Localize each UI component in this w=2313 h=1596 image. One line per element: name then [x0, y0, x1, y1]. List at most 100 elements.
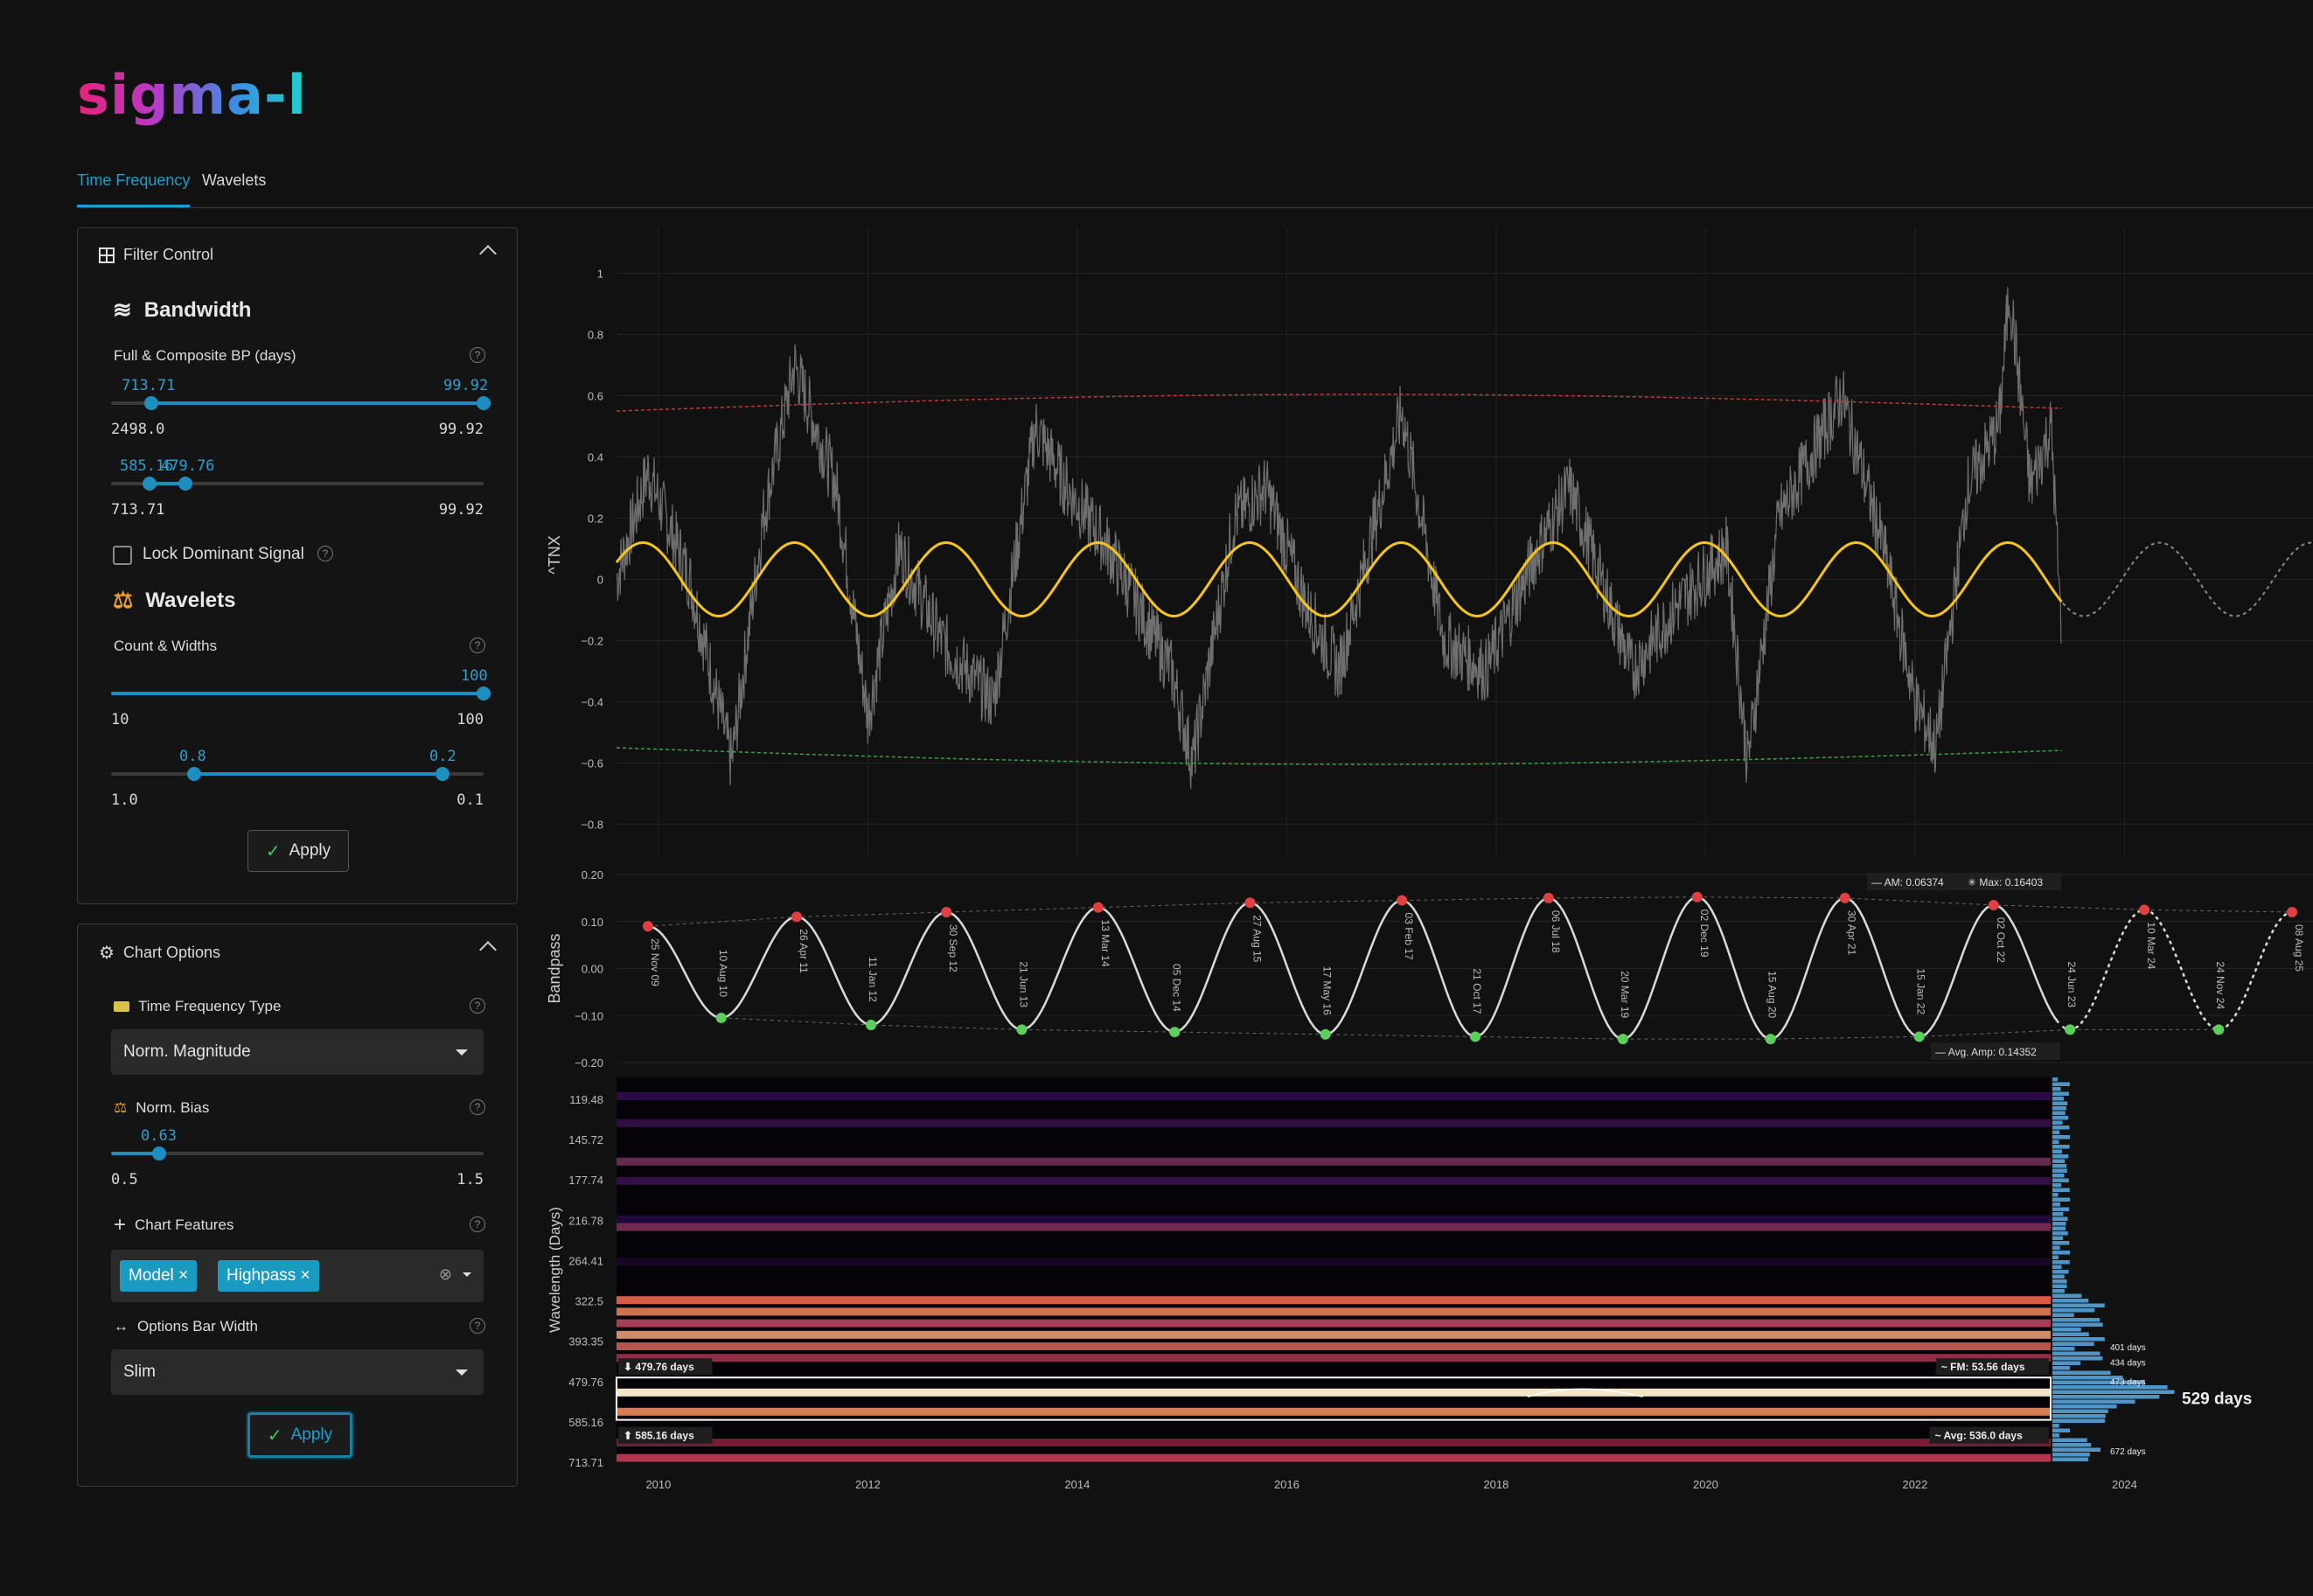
- wavelength-heatmap[interactable]: 119.48 145.72 177.74 216.78 264.41 322.5 393.3…: [547, 1077, 2252, 1491]
- peak-date-label: 13 Mar 14: [1099, 920, 1111, 967]
- tab-time-frequency[interactable]: Time Frequency: [77, 171, 191, 207]
- avg-label: ~ Avg: 536.0 days: [1935, 1430, 2023, 1442]
- x-tick-label: 2024: [2112, 1478, 2137, 1491]
- trough-date-label: 11 Jan 12: [867, 957, 879, 1002]
- peak-date-label: 30 Apr 21: [1846, 910, 1858, 956]
- composite-low-value: 585.16: [120, 457, 174, 475]
- tf-type-select[interactable]: Norm. Magnitude: [111, 1029, 484, 1075]
- chevron-down-icon: [456, 1369, 468, 1376]
- full-low-handle[interactable]: [143, 396, 158, 410]
- features-multiselect[interactable]: Model × Highpass × ⊗: [111, 1250, 484, 1302]
- composite-bp-slider[interactable]: [111, 477, 484, 491]
- trough-date-label: 17 May 16: [1321, 966, 1334, 1015]
- spectrum-bar: [2052, 1178, 2069, 1182]
- y-axis-label: Bandpass: [546, 933, 563, 1003]
- spectrum-bar: [2052, 1299, 2089, 1303]
- tab-wavelets[interactable]: Wavelets: [202, 171, 267, 189]
- chart-options-header[interactable]: ⚙ Chart Options: [99, 942, 220, 964]
- count-slider[interactable]: [111, 686, 491, 700]
- peak-date-label: 02 Dec 19: [1698, 910, 1710, 958]
- heatmap-band: [617, 1176, 2051, 1185]
- heatmap-band: [617, 1092, 2051, 1100]
- width-slider[interactable]: [111, 767, 484, 781]
- help-icon[interactable]: ?: [470, 1099, 485, 1115]
- heatmap-band: [617, 1388, 2051, 1397]
- y-tick-label: 0.10: [582, 916, 603, 929]
- bias-max-label: 1.5: [456, 1171, 484, 1188]
- spectrum-bar: [2052, 1376, 2123, 1380]
- peak-date-label: 30 Sep 12: [947, 924, 959, 972]
- y-tick-label: 177.74: [568, 1174, 603, 1187]
- bias-handle[interactable]: [152, 1146, 167, 1160]
- bias-slider[interactable]: [111, 1146, 484, 1160]
- full-bp-slider[interactable]: [111, 396, 491, 410]
- spectrum-bar: [2052, 1149, 2063, 1153]
- chevron-down-icon: [463, 1272, 471, 1277]
- lock-checkbox[interactable]: [113, 546, 132, 565]
- y-tick-label: 585.16: [568, 1416, 603, 1429]
- feature-chip-model[interactable]: Model ×: [120, 1260, 198, 1292]
- bar-width-select[interactable]: Slim: [111, 1349, 484, 1395]
- trough-marker: [1617, 1034, 1628, 1045]
- heatmap-band: [617, 1258, 2051, 1266]
- y-axis-label: ^TNX: [546, 535, 563, 574]
- help-icon[interactable]: ?: [470, 1318, 485, 1334]
- bar-width-value: Slim: [123, 1363, 156, 1381]
- full-high-handle[interactable]: [477, 396, 491, 410]
- spectrum-bar: [2052, 1255, 2059, 1259]
- close-icon[interactable]: ×: [178, 1266, 189, 1285]
- spectrum-bar: [2052, 1168, 2067, 1173]
- spectrum-label: 434 days: [2110, 1359, 2146, 1369]
- spectrum-bar: [2052, 1091, 2069, 1096]
- heatmap-band: [617, 1215, 2051, 1223]
- x-tick-label: 2022: [1902, 1478, 1927, 1491]
- spectrum-bar: [2052, 1409, 2108, 1413]
- trough-marker: [715, 1012, 727, 1023]
- help-icon[interactable]: ?: [317, 546, 333, 561]
- spectrum-bar: [2052, 1404, 2117, 1409]
- apply-options-button[interactable]: ✓ Apply: [247, 1412, 352, 1458]
- close-icon[interactable]: ×: [300, 1266, 310, 1285]
- spectrum-bar: [2052, 1399, 2135, 1404]
- feature-chip-highpass[interactable]: Highpass ×: [218, 1260, 319, 1292]
- composite-low-handle[interactable]: [142, 477, 157, 491]
- spectrum-bar: [2052, 1289, 2065, 1293]
- bandpass-chart[interactable]: 0.20 0.10 0.00 −0.10 −0.20 Bandpass 25 Nov 09 2…: [546, 868, 2313, 1070]
- apply-filter-button[interactable]: ✓ Apply: [247, 830, 349, 872]
- trough-marker: [2065, 1024, 2076, 1035]
- spectrum-bar: [2052, 1245, 2060, 1250]
- spectrum-bar: [2052, 1154, 2069, 1159]
- bandpass-line: [647, 896, 2060, 1041]
- collapse-chevron-icon[interactable]: [479, 941, 497, 958]
- collapse-chevron-icon[interactable]: [479, 245, 497, 262]
- trough-marker: [866, 1020, 876, 1030]
- help-icon[interactable]: ?: [470, 1216, 485, 1232]
- apply-label: Apply: [289, 841, 331, 860]
- help-icon[interactable]: ?: [470, 638, 485, 653]
- help-icon[interactable]: ?: [470, 998, 485, 1014]
- bandwidth-section-title: ≋ Bandwidth: [113, 296, 251, 324]
- peak-marker: [1691, 891, 1703, 903]
- spectrum-bar: [2052, 1241, 2070, 1245]
- tf-type-value: Norm. Magnitude: [123, 1042, 251, 1061]
- peak-date-label: 03 Feb 17: [1403, 913, 1415, 960]
- y-tick-label: 0.2: [588, 512, 603, 526]
- spectrum-bar: [2052, 1274, 2065, 1279]
- width-min-label: 1.0: [111, 791, 138, 809]
- price-chart[interactable]: 1 0.8 0.6 0.4 0.2 0 −0.2 −0.4 −0.6 −0.8 ^TNX: [546, 227, 2313, 857]
- spectrum-bar: [2052, 1140, 2059, 1144]
- wavelets-title: Wavelets: [145, 588, 236, 612]
- composite-high-handle[interactable]: [178, 477, 193, 491]
- filter-control-header[interactable]: Filter Control: [99, 246, 213, 264]
- check-icon: ✓: [267, 1425, 282, 1446]
- band-selection-box: [616, 1376, 2052, 1421]
- width-high-handle[interactable]: [435, 767, 449, 781]
- width-low-handle[interactable]: [186, 767, 201, 781]
- count-handle[interactable]: [477, 686, 491, 700]
- clear-icon[interactable]: ⊗: [438, 1265, 452, 1283]
- help-icon[interactable]: ?: [470, 347, 485, 363]
- lower-envelope: [616, 747, 2062, 765]
- peak-date-label: 27 Aug 15: [1251, 915, 1264, 962]
- gear-icon: ⚙: [99, 944, 115, 963]
- spectrum-bar: [2052, 1270, 2069, 1274]
